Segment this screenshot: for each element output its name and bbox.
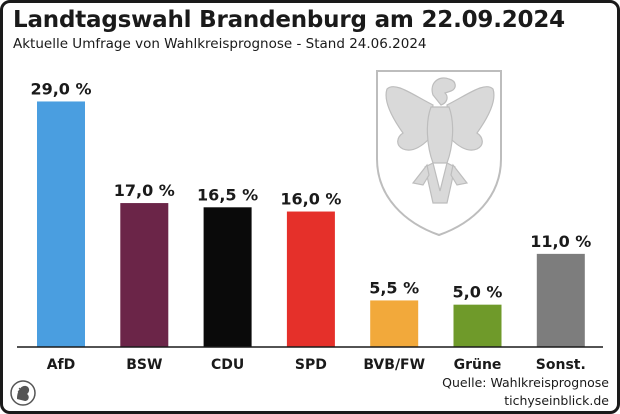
source-credit: Quelle: Wahlkreisprognose tichyseinblick… — [442, 374, 609, 410]
category-label: Sonst. — [536, 357, 586, 373]
brandenburg-eagle-crest-icon — [376, 70, 502, 237]
bar-gr-ne — [453, 304, 502, 347]
value-label: 29,0 % — [30, 79, 91, 98]
value-label: 16,0 % — [280, 190, 341, 209]
category-label: CDU — [211, 357, 244, 373]
bar-spd — [286, 211, 335, 347]
chart-title: Landtagswahl Brandenburg am 22.09.2024 — [13, 7, 565, 33]
value-label: 11,0 % — [530, 232, 591, 251]
value-label: 5,0 % — [453, 283, 503, 302]
category-label: BVB/FW — [363, 357, 425, 373]
publisher-line: tichyseinblick.de — [504, 393, 609, 408]
bar-chart: 29,0 % AfD 17,0 % BSW 16,5 % CDU 16,0 % SPD 5,5 … — [17, 79, 603, 373]
bar-bsw — [120, 203, 169, 347]
category-label: AfD — [47, 357, 76, 373]
bar-afd — [37, 101, 85, 347]
chart-subtitle: Aktuelle Umfrage von Wahlkreisprognose -… — [13, 36, 427, 52]
value-label: 5,5 % — [369, 278, 419, 297]
value-label: 17,0 % — [114, 181, 175, 200]
category-label: Grüne — [454, 357, 502, 373]
bar-cdu — [203, 207, 252, 347]
value-label: 16,5 % — [197, 185, 258, 204]
publisher-logo-icon — [10, 380, 36, 406]
bar-bvb-fw — [370, 300, 419, 347]
category-label: SPD — [295, 357, 327, 373]
bar-sonst- — [536, 253, 585, 347]
source-line: Quelle: Wahlkreisprognose — [442, 375, 609, 390]
category-label: BSW — [126, 357, 162, 373]
